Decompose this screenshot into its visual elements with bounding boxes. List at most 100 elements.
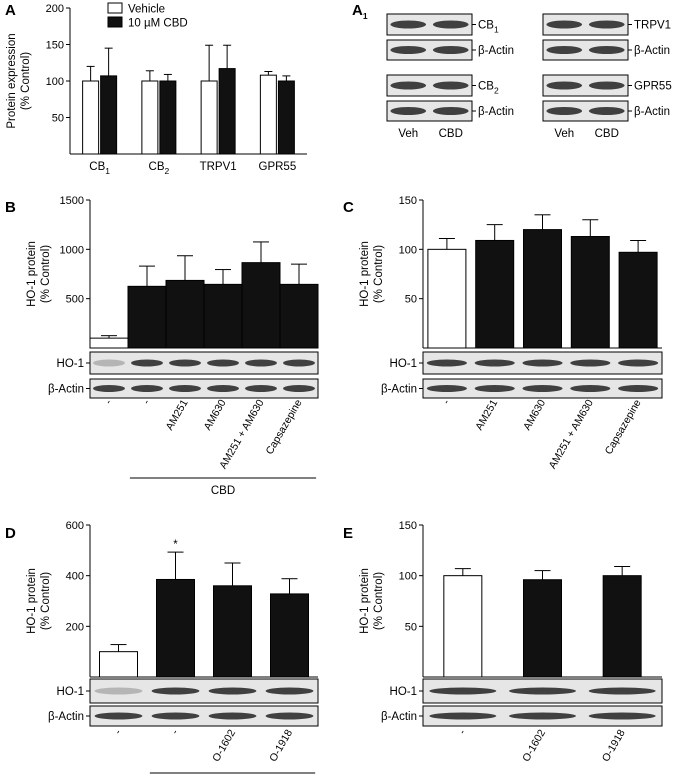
blot-label: HO-1 (390, 358, 417, 370)
x-tick-label: GPR55 (259, 161, 297, 173)
blot-band (570, 385, 611, 392)
blot-band (208, 712, 257, 720)
y-tick-label: 600 (66, 520, 84, 532)
x-category-label: O-1918 (600, 727, 628, 763)
a1-blot-label: CB2 (478, 81, 499, 96)
bar (99, 651, 138, 678)
x-category-label: - (456, 727, 468, 736)
blot-band (265, 687, 314, 695)
blot-band (588, 687, 656, 695)
legend-label: Vehicle (128, 4, 165, 16)
significance-marker: * (173, 539, 178, 551)
panel-label-a: A (5, 2, 16, 19)
blot-band (94, 712, 143, 720)
a1-blot-label: β-Actin (634, 106, 670, 118)
bar (279, 283, 319, 349)
a1-blot-strip (542, 39, 629, 61)
blot-band (169, 385, 201, 392)
bar (570, 236, 610, 349)
bar (156, 578, 195, 678)
panel-label-b: B (5, 199, 16, 216)
y-axis-label: HO-1 protein (359, 241, 371, 307)
blot-band (522, 359, 563, 367)
blot-band (245, 359, 277, 367)
blot-band (432, 20, 469, 29)
y-axis-label-line2: (% Control) (373, 245, 385, 303)
blot-band (509, 712, 576, 720)
x-tick-label: CB1 (89, 161, 110, 176)
chart-c: 50 100 150 HO-1 protein (% Control) HO-1 β-Act… (359, 195, 663, 471)
blot-band (426, 385, 467, 392)
x-category-label: AM251 + AM630 (547, 397, 596, 471)
bar-vehicle (141, 80, 159, 155)
blot-band (390, 81, 427, 90)
bar (203, 283, 243, 349)
bar (443, 575, 483, 678)
panel-label-a1: A1 (352, 2, 368, 21)
blot-band (588, 20, 625, 29)
blot-band (94, 687, 143, 695)
a1-lane-label: Veh (554, 128, 574, 140)
y-tick-label: 150 (399, 520, 417, 532)
panel-a1-blots: CB1 β-Actin CB2 β-Actin Veh CBD TRPV1 β-Actin GP… (386, 13, 672, 140)
x-tick-label: TRPV1 (200, 161, 237, 173)
bar-vehicle (200, 80, 218, 155)
bar (165, 279, 205, 349)
x-category-label: O-1602 (520, 727, 548, 763)
blot-band (429, 712, 497, 720)
blot-label: β-Actin (381, 384, 417, 396)
panel-label-e: E (343, 525, 353, 542)
y-tick-label: 50 (405, 621, 417, 633)
y-axis-label-line2: (% Control) (20, 52, 32, 110)
blot-label: β-Actin (48, 711, 84, 723)
y-tick-label: 200 (46, 3, 64, 15)
y-axis-label-line2: (% Control) (40, 245, 52, 303)
bar-10-m-cbd (218, 68, 236, 155)
blot-band (432, 46, 469, 54)
blot-band (429, 687, 497, 695)
blot-band (283, 385, 315, 392)
y-tick-label: 150 (399, 195, 417, 207)
blot-strip-actin (89, 378, 319, 399)
x-tick-label: CB2 (149, 161, 170, 176)
blot-band (390, 20, 427, 29)
a1-lane-label: CBD (595, 128, 619, 140)
blot-strip-ho1 (89, 351, 319, 375)
blot-band (570, 359, 611, 367)
y-axis-label: HO-1 protein (26, 241, 38, 307)
bar (89, 337, 129, 349)
a1-blot-strip (542, 74, 629, 97)
bar-10-m-cbd (277, 80, 295, 155)
a1-blot-label: β-Actin (478, 45, 514, 57)
blot-band (546, 20, 583, 29)
blot-band (474, 385, 515, 392)
blot-band (265, 712, 314, 720)
bar (427, 248, 467, 349)
y-tick-label: 50 (405, 294, 417, 306)
y-tick-label: 150 (46, 40, 64, 52)
y-tick-label: 200 (66, 621, 84, 633)
bar (127, 285, 167, 349)
blot-band (588, 46, 625, 54)
a1-blot-label: β-Actin (634, 45, 670, 57)
blot-band (207, 385, 239, 392)
blot-band (546, 46, 583, 54)
blot-band (93, 385, 125, 392)
blot-band (522, 385, 563, 392)
y-tick-label: 400 (66, 571, 84, 583)
y-axis-label: HO-1 protein (359, 568, 371, 634)
chart-b: 500 1000 1500 HO-1 protein (% Control) HO-1 β-… (26, 195, 319, 497)
bar (602, 575, 642, 678)
a1-blot-strip (386, 100, 473, 122)
a1-blot-label: β-Actin (478, 106, 514, 118)
blot-strip-ho1 (422, 351, 663, 375)
blot-band (618, 385, 659, 392)
blot-band (588, 81, 625, 90)
y-tick-label: 100 (399, 244, 417, 256)
blot-band (426, 359, 467, 367)
blot-strip-actin (89, 705, 319, 727)
x-category-label: Capsazepine (603, 397, 644, 456)
blot-band (131, 359, 163, 367)
a1-blot-strip (386, 13, 473, 36)
legend-label: 10 µM CBD (128, 18, 188, 30)
